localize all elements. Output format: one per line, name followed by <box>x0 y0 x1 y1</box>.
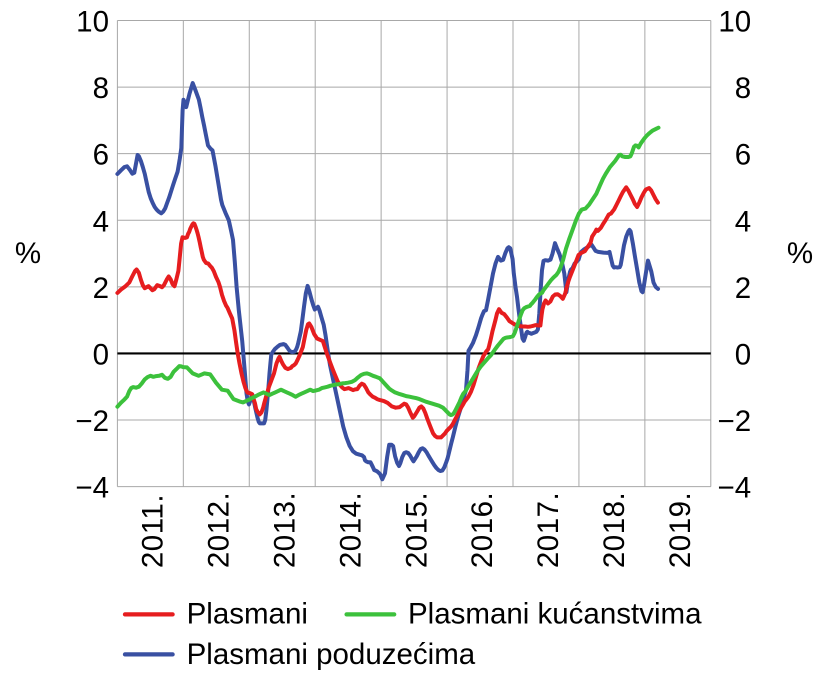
svg-text:8: 8 <box>735 72 751 105</box>
svg-text:Plasmani poduzećima: Plasmani poduzećima <box>187 638 476 671</box>
svg-text:−2: −2 <box>75 405 109 438</box>
svg-text:2018.: 2018. <box>598 492 631 568</box>
svg-text:%: % <box>787 237 813 270</box>
svg-text:6: 6 <box>93 139 109 172</box>
svg-text:2019.: 2019. <box>664 492 697 568</box>
svg-text:2: 2 <box>735 272 751 305</box>
svg-text:%: % <box>15 237 41 270</box>
svg-text:2013.: 2013. <box>268 492 301 568</box>
svg-text:0: 0 <box>735 338 751 371</box>
svg-text:2017.: 2017. <box>532 492 565 568</box>
svg-text:2012.: 2012. <box>203 492 236 568</box>
svg-text:8: 8 <box>93 72 109 105</box>
svg-text:2014.: 2014. <box>334 492 367 568</box>
svg-text:0: 0 <box>93 338 109 371</box>
svg-text:2016.: 2016. <box>466 492 499 568</box>
svg-text:−2: −2 <box>718 405 752 438</box>
svg-text:2015.: 2015. <box>400 492 433 568</box>
svg-text:−4: −4 <box>75 472 109 505</box>
svg-text:−4: −4 <box>718 472 752 505</box>
svg-text:Plasmani: Plasmani <box>187 598 308 631</box>
svg-text:10: 10 <box>76 6 109 39</box>
svg-text:4: 4 <box>735 205 751 238</box>
svg-text:4: 4 <box>93 205 109 238</box>
svg-text:6: 6 <box>735 139 751 172</box>
svg-text:2: 2 <box>93 272 109 305</box>
svg-text:Plasmani kućanstvima: Plasmani kućanstvima <box>408 598 702 631</box>
svg-text:10: 10 <box>718 6 751 39</box>
svg-text:2011.: 2011. <box>137 494 170 568</box>
